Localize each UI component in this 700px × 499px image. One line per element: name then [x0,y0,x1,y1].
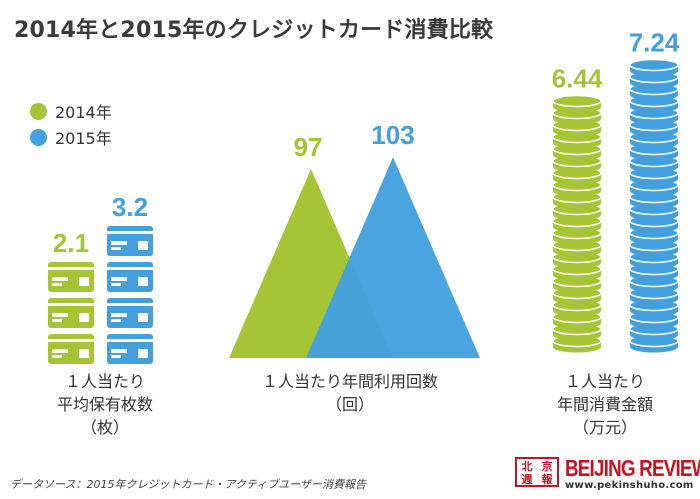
card-chip [79,313,89,322]
uses-value-label-1: 103 [371,120,414,150]
card-line [111,349,127,353]
card-stripe [107,303,153,306]
card-line [111,355,121,358]
logo-seal-char: 報 [541,473,553,486]
card-stripe [48,339,94,342]
logo-name: BEIJING REVIEW [565,455,700,481]
cards-label-line: 平均保有枚数 [56,395,153,414]
legend-item-2014: 2014年 [30,99,112,123]
uses-value-label-0: 97 [294,132,323,162]
card-chip [138,241,148,250]
legend-label-2015: 2015年 [55,129,112,148]
uses-label-line: （回） [325,395,374,414]
card-line [52,283,62,286]
chart-title: 2014年と2015年のクレジットカード消費比較 [14,18,494,43]
card-line [52,355,62,358]
cards-value-label-0: 2.1 [53,228,89,258]
card-icon [48,334,94,364]
card-line [111,283,121,286]
legend-swatch-2014 [30,102,47,120]
card-chip [79,277,89,286]
spend-value-label-1: 7.24 [629,28,680,58]
card-line [52,313,68,317]
coin-icon [629,322,679,341]
legend-label-2014: 2014年 [55,103,112,122]
card-line [111,241,127,245]
data-source-note: データソース：2015年クレジットカード・アクティブユーザー消費報告 [10,478,367,491]
card-stripe [48,267,94,270]
card-stripe [107,339,153,342]
logo-url: www.pekinshuho.com [565,480,694,491]
logo-seal: 北 京 週 報 [515,457,559,487]
cards-label-line: １人当たり [64,372,145,391]
triangle-2015年 [306,157,480,358]
card-icon [107,262,153,292]
card-icon [107,226,153,256]
card-chip [138,313,148,322]
card-line [52,319,62,322]
card-chip [138,277,148,286]
card-stripe [48,303,94,306]
cards-chart-label: １人当たり 平均保有枚数 （枚） [10,370,200,439]
card-line [111,319,121,322]
card-chip [138,349,148,358]
card-line [52,349,68,353]
logo-seal-char: 京 [541,460,553,473]
spend-label-line: １人当たり [564,372,645,391]
spend-value-label-0: 6.44 [552,64,603,94]
card-line [111,313,127,317]
card-line [111,247,121,250]
spend-chart-label: １人当たり 年間消費金額 （万元） [520,370,690,439]
coin-icon [629,58,679,77]
card-chip [79,349,89,358]
coin-icon [552,94,602,113]
spend-label-line: 年間消費金額 [556,395,653,414]
legend-swatch-2015 [30,128,47,146]
uses-chart-label: １人当たり年間利用回数 （回） [200,370,500,416]
cards-value-label-1: 3.2 [112,192,148,222]
card-icon [48,262,94,292]
beijing-review-logo: 北 京 週 報 BEIJING REVIEW www.pekinshuho.co… [515,457,700,491]
card-icon [48,298,94,328]
legend-item-2015: 2015年 [30,125,112,149]
card-stripe [107,267,153,270]
card-icon [107,298,153,328]
logo-seal-char: 週 [521,473,533,486]
card-line [111,277,127,281]
cards-label-line: （枚） [80,418,129,437]
card-icon [107,334,153,364]
card-stripe [107,231,153,234]
logo-seal-char: 北 [521,460,533,473]
spend-label-line: （万元） [572,418,637,437]
coin-icon [552,238,602,257]
card-line [52,277,68,281]
coin-top [552,94,602,108]
uses-label-line: １人当たり年間利用回数 [261,372,438,391]
coin-top [629,58,679,72]
